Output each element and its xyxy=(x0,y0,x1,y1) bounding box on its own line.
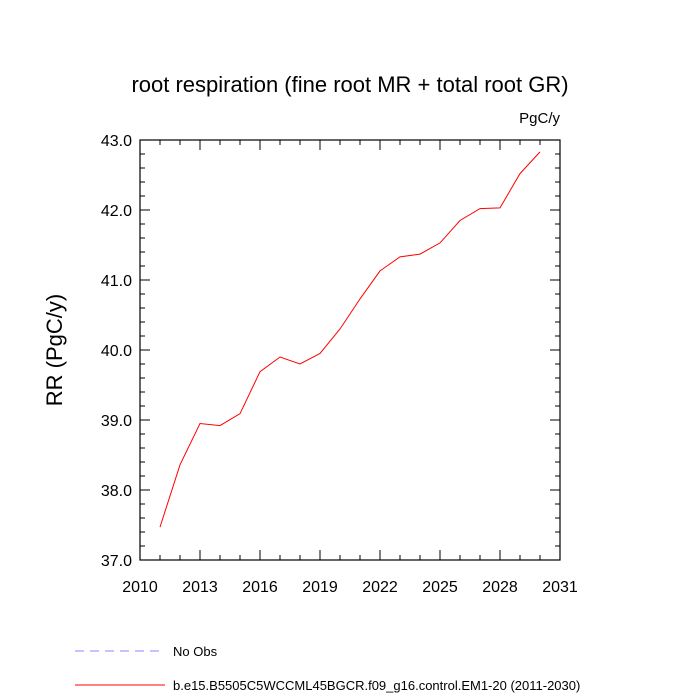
x-tick-label: 2019 xyxy=(302,579,338,596)
plot-frame xyxy=(139,139,561,561)
series-line-0 xyxy=(159,151,541,528)
y-tick-labels: 37.0 38.0 39.0 40.0 41.0 42.0 43.0 xyxy=(101,133,132,570)
x-tick-label: 2010 xyxy=(122,579,158,596)
x-tick-label: 2022 xyxy=(362,579,398,596)
legend-label-no-obs: No Obs xyxy=(173,644,218,659)
legend-label-control: b.e15.B5505C5WCCML45BGCR.f09_g16.control… xyxy=(173,678,580,693)
y-tick-label: 42.0 xyxy=(101,203,132,220)
y-tick-label: 39.0 xyxy=(101,413,132,430)
y-tick-label: 37.0 xyxy=(101,553,132,570)
y-tick-label: 40.0 xyxy=(101,343,132,360)
axis-ticks xyxy=(139,139,561,561)
legend: No Obs b.e15.B5505C5WCCML45BGCR.f09_g16.… xyxy=(75,644,580,693)
units-label: PgC/y xyxy=(519,110,560,127)
x-tick-label: 2028 xyxy=(482,579,518,596)
series-layer xyxy=(159,151,541,528)
y-tick-label: 38.0 xyxy=(101,483,132,500)
x-tick-label: 2013 xyxy=(182,579,218,596)
y-tick-label: 41.0 xyxy=(101,273,132,290)
x-tick-label: 2016 xyxy=(242,579,278,596)
chart-title: root respiration (fine root MR + total r… xyxy=(131,72,568,97)
x-tick-label: 2025 xyxy=(422,579,458,596)
y-tick-label: 43.0 xyxy=(101,133,132,150)
x-tick-labels: 2010 2013 2016 2019 2022 2025 2028 2031 xyxy=(122,579,578,596)
x-tick-label: 2031 xyxy=(542,579,578,596)
y-axis-title: RR (PgC/y) xyxy=(42,294,67,406)
